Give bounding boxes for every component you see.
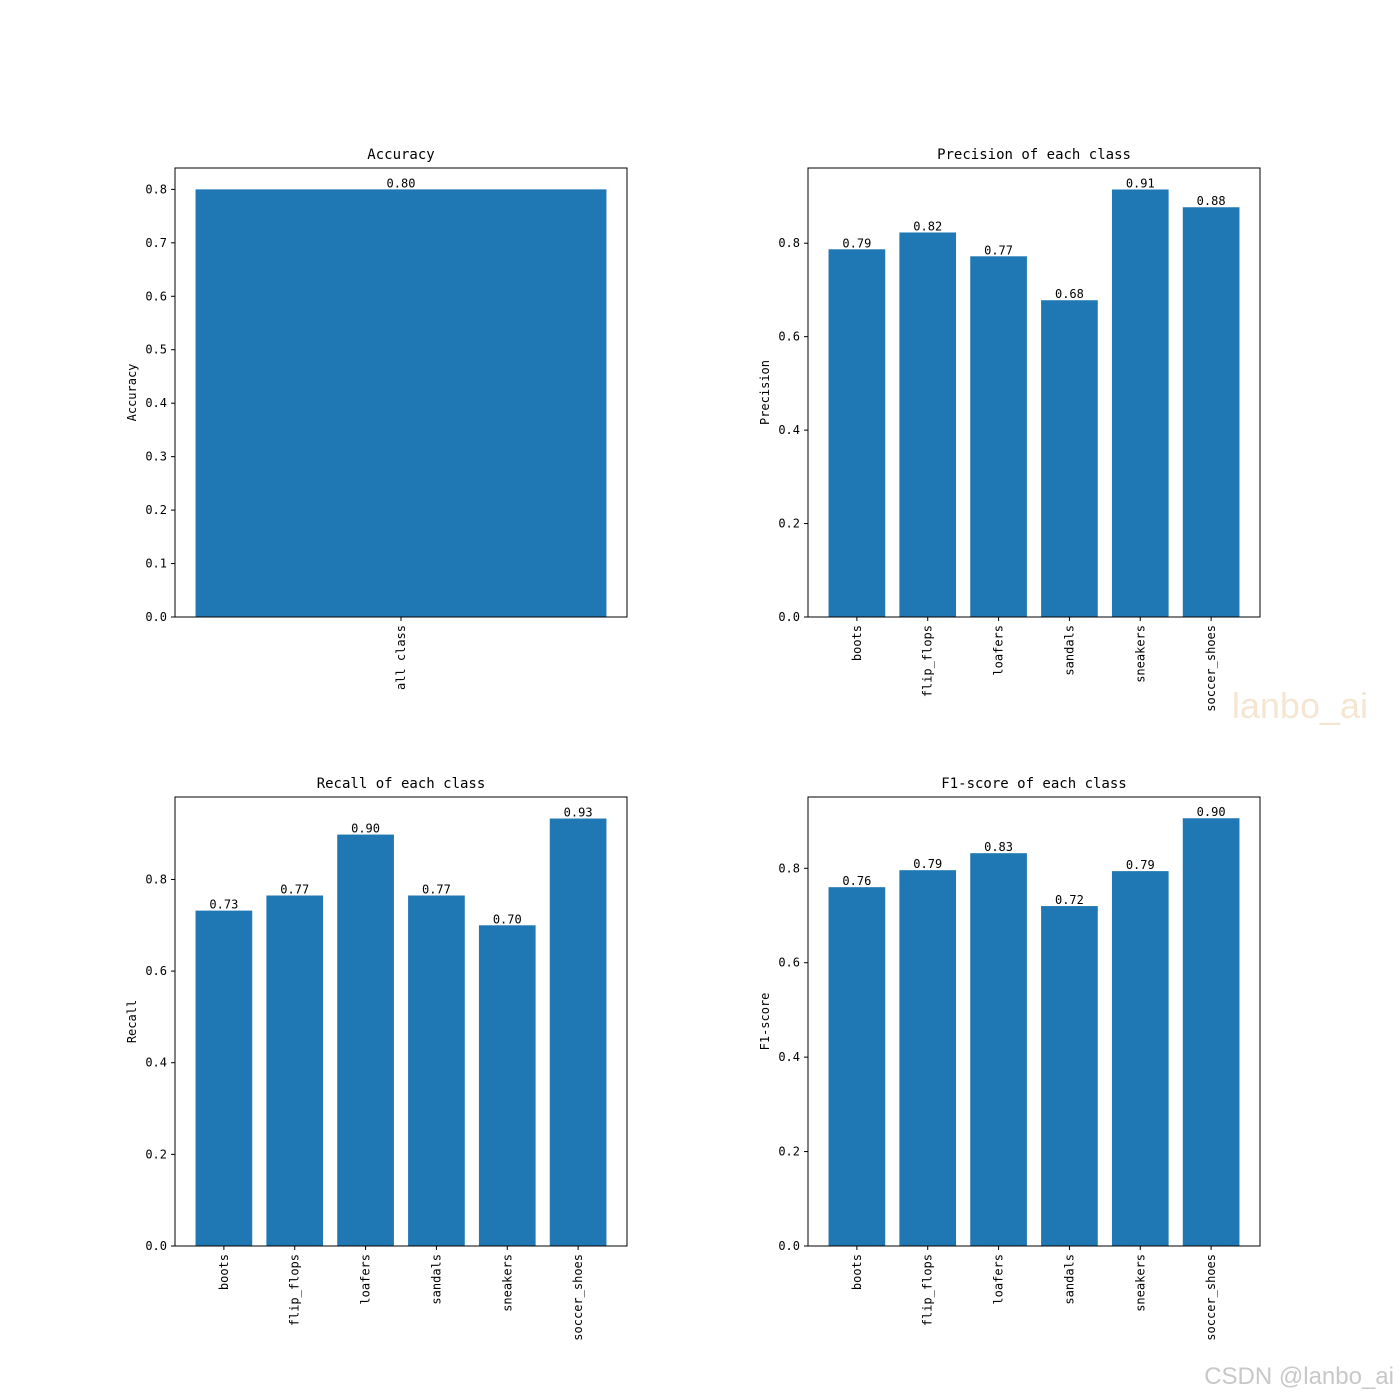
x-tick-label: sandals [429, 1254, 443, 1305]
bar [549, 818, 607, 1246]
y-tick-label: 0.4 [145, 1056, 167, 1070]
value-label: 0.93 [564, 806, 593, 820]
bar [1041, 300, 1098, 617]
y-tick-label: 0.2 [145, 503, 167, 517]
bar [1041, 906, 1098, 1246]
watermark: CSDN @lanbo_ai [1204, 1363, 1394, 1390]
y-tick-label: 0.2 [145, 1147, 167, 1161]
x-tick-label: flip_flops [921, 1254, 935, 1326]
y-tick-label: 0.8 [145, 872, 167, 886]
x-tick-label: flip_flops [288, 1254, 302, 1326]
axes-frame [174, 167, 628, 618]
x-tick-label: boots [850, 625, 864, 661]
bar [1111, 189, 1169, 618]
value-label: 0.82 [913, 219, 942, 233]
value-label: 0.80 [387, 176, 416, 190]
bar [478, 925, 536, 1246]
y-tick-label: 0.6 [145, 964, 167, 978]
axes-frame [807, 167, 1261, 618]
chart-title: Precision of each class [937, 147, 1131, 163]
value-label: 0.70 [493, 912, 522, 926]
y-axis-label: Accuracy [125, 364, 139, 422]
y-tick-label: 0.4 [778, 1050, 800, 1064]
y-tick-label: 0.8 [778, 861, 800, 875]
y-tick-label: 0.6 [778, 956, 800, 970]
bar [828, 887, 886, 1246]
x-tick-label: sneakers [1133, 1254, 1147, 1312]
x-tick-label: sandals [1062, 625, 1076, 676]
bar [266, 895, 324, 1246]
bar [970, 256, 1027, 617]
value-label: 0.79 [913, 857, 942, 871]
chart-title: Accuracy [367, 147, 434, 163]
x-tick-label: sandals [1062, 1254, 1076, 1305]
y-tick-label: 0.6 [145, 289, 167, 303]
bar [408, 895, 465, 1246]
y-tick-label: 0.0 [145, 610, 167, 624]
y-axis-label: Recall [125, 1000, 139, 1043]
axes-frame [807, 796, 1261, 1247]
x-tick-label: sneakers [1133, 625, 1147, 683]
y-tick-label: 0.6 [778, 330, 800, 344]
x-tick-label: soccer_shoes [571, 1254, 585, 1341]
value-label: 0.79 [1126, 858, 1155, 872]
bar [899, 232, 957, 617]
y-tick-label: 0.4 [145, 396, 167, 410]
value-label: 0.72 [1055, 893, 1084, 907]
chart-title: Recall of each class [317, 776, 486, 792]
x-tick-label: loafers [992, 625, 1006, 676]
y-tick-label: 0.0 [145, 1239, 167, 1253]
x-tick-label: flip_flops [921, 625, 935, 697]
y-tick-label: 0.1 [145, 557, 167, 571]
x-tick-label: sneakers [500, 1254, 514, 1312]
y-tick-label: 0.2 [778, 1145, 800, 1159]
bar [1182, 207, 1240, 617]
bar [1111, 871, 1169, 1246]
y-tick-label: 0.8 [778, 236, 800, 250]
y-axis-label: F1-score [758, 993, 772, 1051]
value-label: 0.77 [984, 243, 1013, 257]
x-tick-label: loafers [992, 1254, 1006, 1305]
y-axis-label: Precision [758, 360, 772, 425]
chart-title: F1-score of each class [941, 776, 1126, 792]
value-label: 0.73 [209, 898, 238, 912]
x-tick-label: soccer_shoes [1204, 625, 1218, 712]
y-tick-label: 0.8 [145, 182, 167, 196]
y-tick-label: 0.3 [145, 450, 167, 464]
bar [970, 853, 1027, 1246]
axes-frame [174, 796, 628, 1247]
bar [195, 910, 253, 1246]
y-tick-label: 0.2 [778, 517, 800, 531]
value-label: 0.76 [842, 874, 871, 888]
x-tick-label: soccer_shoes [1204, 1254, 1218, 1341]
value-label: 0.90 [351, 822, 380, 836]
bar [337, 834, 394, 1246]
watermark: lanbo_ai [1232, 685, 1368, 726]
y-tick-label: 0.7 [145, 236, 167, 250]
bar [195, 189, 607, 617]
bar [1182, 818, 1240, 1246]
y-tick-label: 0.0 [778, 610, 800, 624]
value-label: 0.91 [1126, 176, 1155, 190]
value-label: 0.77 [280, 883, 309, 897]
x-tick-label: boots [850, 1254, 864, 1290]
x-tick-label: all class [394, 625, 408, 690]
x-tick-label: loafers [359, 1254, 373, 1305]
y-tick-label: 0.0 [778, 1239, 800, 1253]
value-label: 0.83 [984, 840, 1013, 854]
x-tick-label: boots [217, 1254, 231, 1290]
value-label: 0.79 [842, 236, 871, 250]
value-label: 0.77 [422, 883, 451, 897]
value-label: 0.88 [1197, 194, 1226, 208]
bar [828, 249, 886, 617]
y-tick-label: 0.4 [778, 423, 800, 437]
y-tick-label: 0.5 [145, 343, 167, 357]
value-label: 0.90 [1197, 805, 1226, 819]
value-label: 0.68 [1055, 287, 1084, 301]
bar [899, 870, 957, 1246]
